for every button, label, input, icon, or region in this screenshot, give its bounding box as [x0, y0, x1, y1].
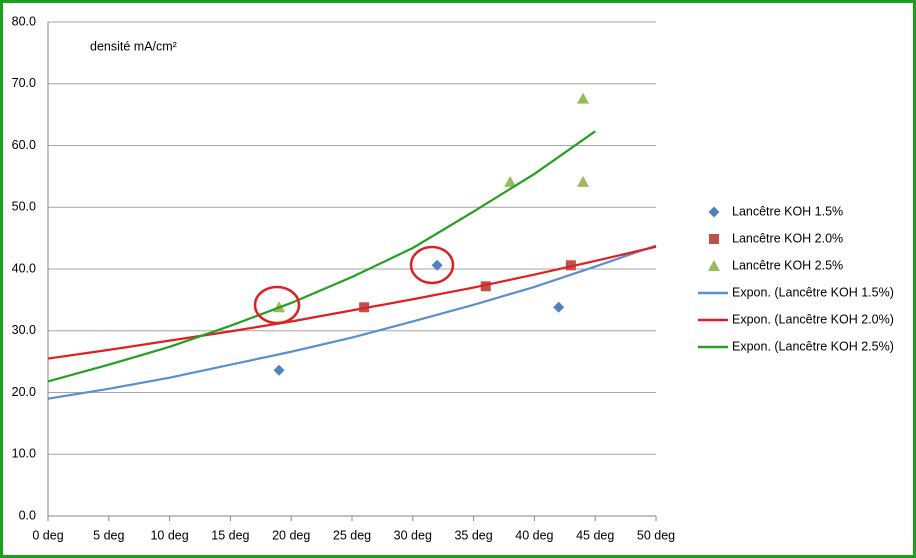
y-tick-label: 30.0	[12, 323, 36, 337]
point	[577, 92, 590, 104]
y-tick-label: 70.0	[12, 76, 36, 90]
legend-label: Lancêtre KOH 1.5%	[732, 204, 843, 218]
x-tick-label: 40 deg	[515, 528, 553, 542]
x-tick-label: 35 deg	[454, 528, 492, 542]
y-tick-label: 20.0	[12, 385, 36, 399]
trend-line	[47, 130, 596, 383]
legend-marker	[709, 234, 719, 244]
y-tick-label: 40.0	[12, 261, 36, 275]
x-tick-label: 5 deg	[93, 528, 124, 542]
point	[553, 301, 565, 313]
x-tick-label: 30 deg	[394, 528, 432, 542]
x-tick-label: 45 deg	[576, 528, 614, 542]
y-tick-label: 80.0	[12, 14, 36, 28]
legend-marker	[708, 206, 720, 218]
x-tick-label: 15 deg	[211, 528, 249, 542]
y-tick-label: 60.0	[12, 138, 36, 152]
highlight-circle	[409, 245, 455, 285]
x-tick-label: 10 deg	[150, 528, 188, 542]
y-tick-label: 0.0	[19, 508, 36, 522]
x-tick-label: 0 deg	[32, 528, 63, 542]
y-tick-label: 10.0	[12, 447, 36, 461]
trend-line	[47, 245, 657, 360]
legend-label: Lancêtre KOH 2.5%	[732, 258, 843, 272]
legend-label: Lancêtre KOH 2.0%	[732, 231, 843, 245]
point	[577, 175, 590, 187]
point	[480, 281, 491, 292]
x-tick-label: 20 deg	[272, 528, 310, 542]
point	[273, 364, 285, 376]
annotation: densité mA/cm²	[90, 39, 177, 53]
legend-label: Expon. (Lancêtre KOH 2.0%)	[732, 312, 894, 326]
legend-label: Expon. (Lancêtre KOH 2.5%)	[732, 339, 894, 353]
x-tick-label: 50 deg	[637, 528, 675, 542]
trend-line	[47, 244, 657, 400]
point	[431, 259, 443, 271]
legend-label: Expon. (Lancêtre KOH 1.5%)	[732, 285, 894, 299]
point	[504, 175, 517, 187]
y-tick-label: 50.0	[12, 200, 36, 214]
highlight-circle	[253, 285, 301, 325]
x-tick-label: 25 deg	[333, 528, 371, 542]
legend-marker	[708, 260, 720, 271]
